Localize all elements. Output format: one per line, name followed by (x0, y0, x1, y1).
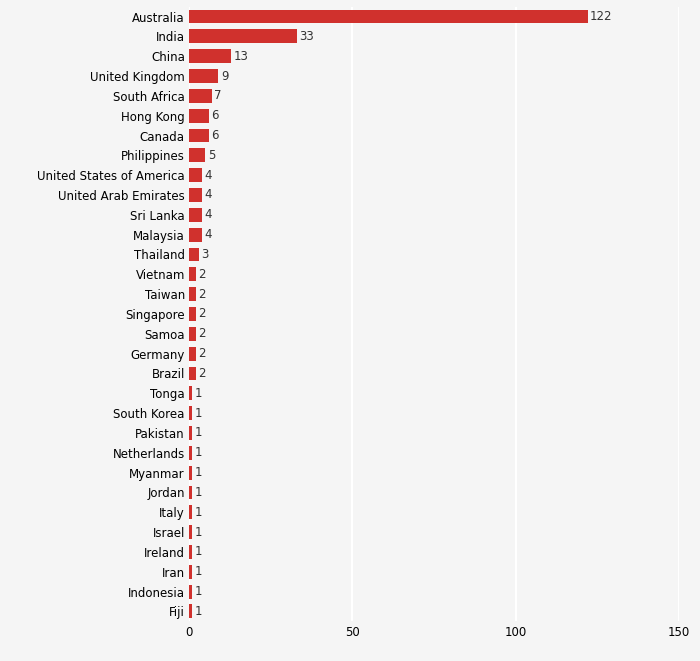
Bar (189, 109, 209, 123)
Text: 2: 2 (198, 288, 206, 301)
Bar (189, 169, 202, 182)
Text: 6: 6 (211, 129, 218, 142)
Text: 1: 1 (195, 605, 202, 618)
Text: 1: 1 (195, 387, 202, 400)
Bar (189, 69, 218, 83)
Bar (189, 149, 205, 163)
Bar (189, 188, 202, 202)
Text: 1: 1 (195, 585, 202, 598)
Bar (189, 89, 212, 103)
Bar (189, 347, 195, 361)
Text: 7: 7 (214, 89, 222, 102)
Text: 1: 1 (195, 446, 202, 459)
Bar (189, 584, 192, 599)
Bar (189, 446, 192, 460)
Text: 4: 4 (204, 208, 212, 221)
Bar (189, 327, 195, 341)
Text: 1: 1 (195, 565, 202, 578)
Text: 2: 2 (198, 367, 206, 380)
Text: 9: 9 (221, 69, 228, 83)
Bar (189, 406, 192, 420)
Text: 1: 1 (195, 466, 202, 479)
Text: 5: 5 (208, 149, 216, 162)
Text: 2: 2 (198, 347, 206, 360)
Text: 33: 33 (300, 30, 314, 43)
Text: 2: 2 (198, 307, 206, 321)
Bar (189, 366, 195, 381)
Text: 1: 1 (195, 486, 202, 499)
Text: 122: 122 (590, 10, 612, 23)
Bar (189, 426, 192, 440)
Bar (189, 564, 192, 579)
Text: 6: 6 (211, 109, 218, 122)
Bar (189, 545, 192, 559)
Text: 3: 3 (202, 248, 209, 261)
Text: 1: 1 (195, 545, 202, 559)
Bar (189, 208, 202, 222)
Bar (189, 287, 195, 301)
Bar (189, 129, 209, 143)
Bar (189, 525, 192, 539)
Text: 2: 2 (198, 327, 206, 340)
Text: 13: 13 (234, 50, 249, 63)
Text: 2: 2 (198, 268, 206, 281)
Bar (189, 386, 192, 400)
Bar (189, 268, 195, 282)
Bar (189, 10, 587, 24)
Text: 4: 4 (204, 188, 212, 202)
Bar (189, 228, 202, 242)
Bar (189, 604, 192, 619)
Bar (189, 307, 195, 321)
Bar (189, 30, 297, 44)
Text: 4: 4 (204, 228, 212, 241)
Bar (189, 505, 192, 520)
Bar (189, 485, 192, 500)
Text: 1: 1 (195, 506, 202, 519)
Text: 1: 1 (195, 525, 202, 539)
Text: 4: 4 (204, 169, 212, 182)
Text: 1: 1 (195, 407, 202, 420)
Bar (189, 50, 232, 63)
Bar (189, 248, 199, 262)
Text: 1: 1 (195, 426, 202, 440)
Bar (189, 465, 192, 480)
